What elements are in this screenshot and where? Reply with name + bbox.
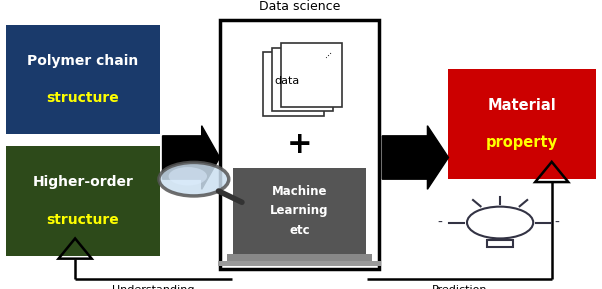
Bar: [282, 43, 342, 107]
Bar: [264, 52, 324, 116]
Bar: [220, 20, 379, 269]
Circle shape: [467, 207, 533, 238]
Bar: [6, 146, 160, 256]
Text: Data science: Data science: [259, 0, 340, 13]
Text: structure: structure: [46, 91, 119, 105]
Bar: [448, 69, 596, 179]
FancyArrow shape: [163, 126, 220, 189]
Circle shape: [169, 167, 207, 186]
FancyArrow shape: [382, 126, 448, 189]
Text: Prediction: Prediction: [432, 285, 487, 289]
Text: property: property: [486, 136, 558, 151]
Text: Machine: Machine: [272, 185, 327, 197]
Bar: [487, 240, 514, 247]
Text: Learning: Learning: [270, 205, 329, 217]
Text: -: -: [555, 216, 560, 229]
Text: data: data: [275, 76, 300, 86]
Bar: [273, 48, 332, 111]
Text: Understanding: Understanding: [112, 285, 194, 289]
Text: ···: ···: [323, 48, 337, 62]
Text: structure: structure: [46, 212, 119, 227]
Text: Polymer chain: Polymer chain: [27, 54, 138, 68]
Text: 🔑: 🔑: [382, 143, 391, 157]
Circle shape: [159, 162, 229, 196]
Bar: [233, 168, 366, 254]
Bar: [227, 254, 372, 261]
Text: Material: Material: [488, 98, 557, 113]
Bar: [6, 25, 160, 134]
Text: +: +: [287, 130, 312, 159]
Text: Higher-order: Higher-order: [33, 175, 133, 189]
Bar: [218, 261, 381, 266]
Text: etc: etc: [289, 225, 310, 237]
Text: -: -: [438, 216, 442, 229]
